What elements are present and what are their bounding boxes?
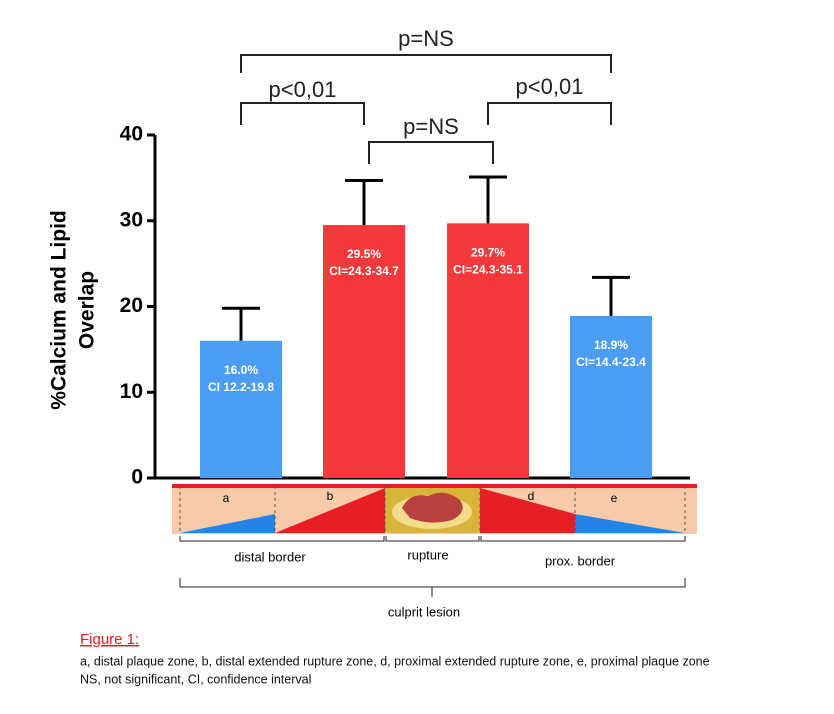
- lesion-diagram: a b d e distal border rupture prox. bord…: [172, 484, 697, 619]
- region-brace: [179, 536, 686, 542]
- bar: [200, 340, 282, 478]
- y-tick-label: 10: [120, 380, 143, 403]
- region-label: rupture: [407, 547, 448, 562]
- value-label: 18.9%: [594, 338, 628, 352]
- value-label: 29.5%: [347, 247, 381, 261]
- significance-bracket: [240, 102, 365, 125]
- zone-label: d: [528, 489, 535, 503]
- ci-label: CI=24.3-34.7: [329, 264, 399, 278]
- y-tick-label: 0: [131, 466, 143, 489]
- y-tick-label: 20: [120, 294, 143, 317]
- wedge: [480, 488, 575, 533]
- significance-label: p=NS: [403, 114, 459, 139]
- ci-label: CI=14.4-23.4: [576, 355, 646, 369]
- significance-label: p<0,01: [516, 74, 584, 99]
- ylabel: %Calcium and Lipid Overlap: [48, 210, 99, 410]
- caption-title: Figure 1:: [80, 631, 139, 648]
- bar: [447, 223, 529, 478]
- ci-label: CI 12.2-19.8: [208, 380, 274, 394]
- y-tick-label: 30: [120, 208, 143, 231]
- y-axis-label: Overlap: [76, 271, 99, 349]
- significance-bracket: [487, 102, 612, 125]
- lesion-label: culprit lesion: [388, 604, 460, 619]
- lesion-brace: [179, 578, 686, 597]
- wedge: [275, 488, 385, 533]
- value-label: 16.0%: [224, 363, 258, 377]
- region-label: prox. border: [545, 553, 616, 568]
- wedge: [575, 514, 685, 533]
- significance-label: p=NS: [398, 26, 454, 51]
- zone-label: b: [327, 489, 334, 503]
- caption-line: a, distal plaque zone, b, distal extende…: [80, 654, 710, 668]
- caption-line: NS, not significant, CI, confidence inte…: [80, 672, 311, 686]
- y-tick-label: 40: [120, 123, 143, 146]
- zone-label: e: [611, 491, 618, 505]
- rupture-image: [402, 492, 463, 523]
- wedge: [180, 514, 275, 533]
- value-label: 29.7%: [471, 245, 505, 259]
- bar: [323, 225, 405, 478]
- significance-label: p<0,01: [269, 77, 337, 102]
- significance-bracket: [368, 141, 494, 164]
- significance-bracket: [240, 54, 612, 73]
- bar: [570, 315, 652, 478]
- region-label: distal border: [234, 549, 306, 564]
- y-axis-label: %Calcium and Lipid: [48, 210, 71, 410]
- ci-label: CI=24.3-35.1: [453, 262, 523, 276]
- zone-label: a: [223, 491, 230, 505]
